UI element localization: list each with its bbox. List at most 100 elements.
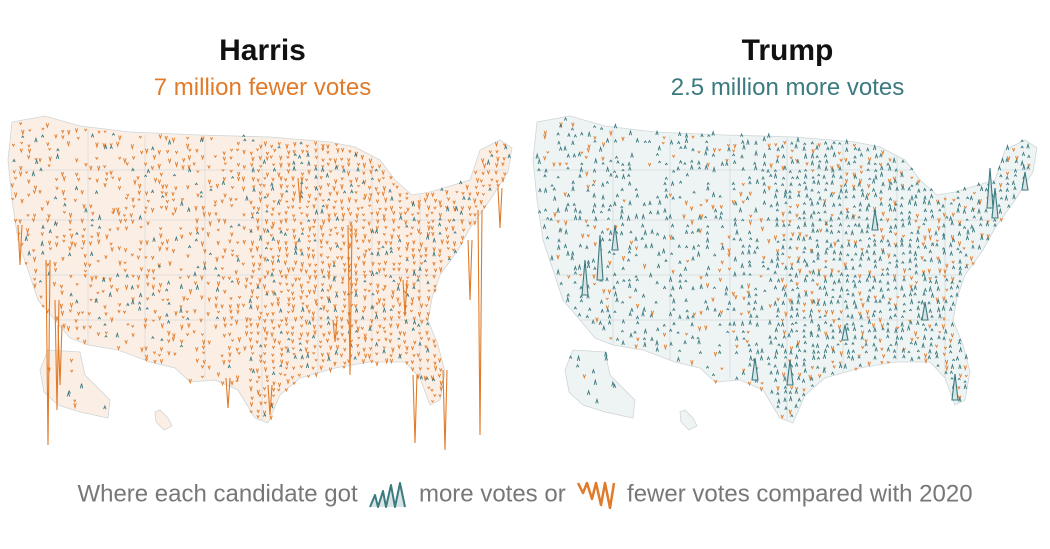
- fewer-votes-spike: [300, 289, 304, 295]
- fewer-votes-spike: [867, 157, 872, 164]
- fewer-votes-spike: [951, 260, 955, 264]
- fewer-votes-spike: [252, 206, 256, 211]
- more-votes-spike: [678, 260, 682, 264]
- fewer-votes-spike: [167, 339, 171, 344]
- more-votes-spike: [812, 179, 816, 185]
- more-votes-spike: [768, 319, 772, 325]
- fewer-votes-spike: [377, 262, 381, 266]
- fewer-votes-spike: [241, 186, 246, 193]
- fewer-votes-spike: [63, 197, 67, 201]
- fewer-votes-spike: [354, 232, 358, 239]
- more-votes-spike: [908, 238, 913, 242]
- fewer-votes-spike: [349, 221, 353, 228]
- fewer-votes-spike: [206, 231, 210, 238]
- more-votes-spike: [952, 358, 956, 362]
- more-votes-spike: [803, 142, 807, 146]
- more-votes-spike: [591, 257, 596, 263]
- fewer-votes-spike: [294, 260, 298, 266]
- fewer-votes-spike: [704, 325, 708, 332]
- more-votes-spike: [886, 327, 890, 333]
- legend-fewer-label: fewer votes compared with 2020: [627, 480, 973, 508]
- fewer-votes-spike: [592, 179, 596, 184]
- more-votes-spike: [754, 287, 758, 291]
- fewer-votes-spike: [417, 219, 421, 225]
- fewer-votes-spike: [802, 309, 806, 313]
- fewer-votes-spike: [67, 129, 71, 136]
- fewer-votes-spike: [164, 205, 168, 212]
- more-votes-spike: [794, 388, 798, 394]
- fewer-votes-spike: [663, 344, 668, 351]
- more-votes-spike: [899, 335, 904, 340]
- fewer-votes-spike: [201, 136, 205, 143]
- more-votes-spike: [698, 214, 702, 220]
- fewer-votes-spike: [474, 185, 478, 190]
- more-votes-spike: [577, 151, 582, 157]
- fewer-votes-spike: [292, 352, 296, 356]
- more-votes-spike: [571, 139, 575, 146]
- more-votes-spike: [929, 208, 934, 213]
- more-votes-spike: [812, 210, 816, 215]
- fewer-votes-spike: [273, 338, 277, 344]
- more-votes-spike: [90, 132, 95, 138]
- more-votes-spike: [307, 160, 311, 166]
- more-votes-spike: [810, 248, 814, 254]
- fewer-votes-spike: [719, 310, 724, 316]
- fewer-votes-spike: [798, 231, 802, 238]
- more-votes-spike: [907, 219, 912, 226]
- more-votes-spike: [276, 258, 281, 263]
- more-votes-spike: [930, 327, 934, 332]
- fewer-votes-spike: [496, 156, 500, 163]
- more-votes-spike: [971, 226, 976, 233]
- more-votes-spike: [179, 306, 183, 314]
- more-votes-spike: [775, 261, 780, 268]
- more-votes-spike: [949, 306, 953, 312]
- more-votes-spike: [699, 283, 703, 290]
- fewer-votes-spike: [76, 337, 80, 341]
- more-votes-spike: [815, 342, 820, 349]
- fewer-votes-spike: [389, 332, 393, 337]
- more-votes-spike: [784, 188, 788, 194]
- more-votes-spike: [930, 213, 935, 219]
- fewer-votes-spike: [361, 359, 366, 365]
- trump-title: Trump: [741, 34, 834, 67]
- more-votes-spike: [760, 347, 764, 354]
- more-votes-spike: [1013, 173, 1018, 177]
- metro-spikes: [581, 167, 1029, 401]
- fewer-votes-spike: [909, 284, 913, 290]
- fewer-votes-spike: [41, 127, 45, 131]
- fewer-votes-spike: [392, 267, 396, 272]
- fewer-votes-spike: [780, 318, 785, 323]
- more-votes-spike: [751, 357, 759, 381]
- more-votes-spike: [271, 235, 275, 241]
- more-votes-spike: [591, 319, 595, 325]
- more-votes-spike: [893, 354, 897, 359]
- fewer-votes-spike: [291, 304, 296, 310]
- fewer-votes-spike: [362, 270, 366, 274]
- more-votes-spike: [677, 243, 681, 248]
- more-votes-spike: [292, 165, 296, 171]
- fewer-votes-spike: [311, 366, 315, 370]
- fewer-votes-spike: [999, 182, 1003, 189]
- more-votes-spike: [894, 168, 898, 172]
- fewer-votes-spike: [256, 415, 260, 419]
- fewer-votes-spike: [144, 358, 149, 362]
- more-votes-spike: [831, 288, 835, 292]
- more-votes-spike: [802, 328, 806, 333]
- fewer-votes-spike: [669, 234, 673, 241]
- more-votes-spike: [858, 363, 862, 367]
- fewer-votes-spike: [307, 169, 311, 176]
- more-votes-spike: [900, 236, 904, 243]
- more-votes-spike: [914, 262, 918, 268]
- more-votes-spike: [935, 353, 939, 359]
- more-votes-spike: [388, 188, 392, 193]
- more-votes-spike: [322, 275, 326, 279]
- fewer-votes-spike: [174, 311, 178, 317]
- more-votes-spike: [748, 347, 753, 353]
- fewer-votes-spike: [229, 169, 233, 173]
- fewer-votes-spike: [503, 172, 507, 177]
- more-votes-spike: [816, 333, 820, 338]
- more-votes-spike: [265, 292, 269, 296]
- more-votes-spike: [374, 168, 378, 172]
- fewer-votes-spike: [381, 303, 386, 309]
- fewer-votes-spike: [109, 242, 113, 246]
